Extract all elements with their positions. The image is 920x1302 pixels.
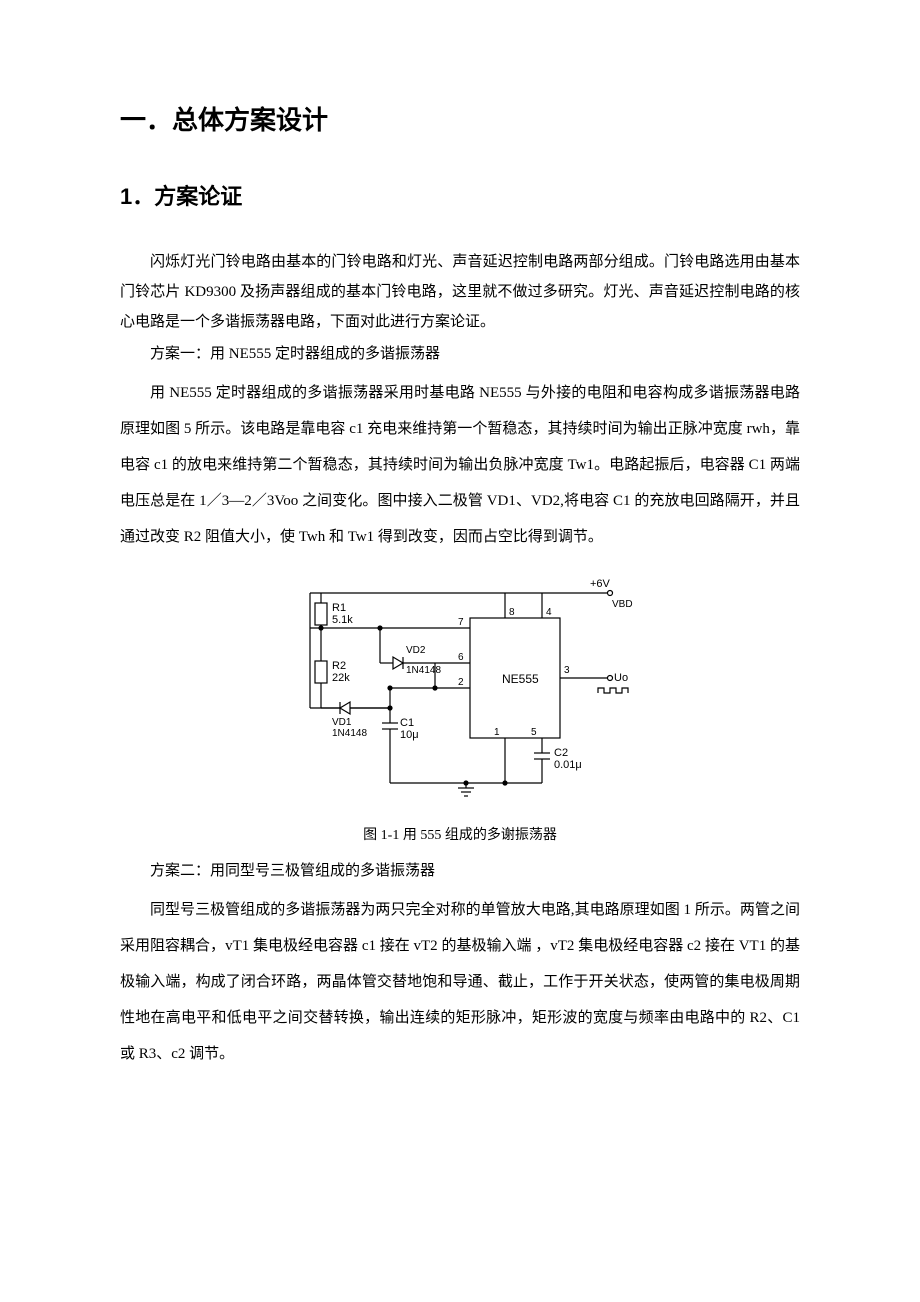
svg-text:R1: R1 bbox=[332, 602, 346, 614]
intro-paragraph: 闪烁灯光门铃电路由基本的门铃电路和灯光、声音延迟控制电路两部分组成。门铃电路选用… bbox=[120, 247, 800, 337]
section-heading: 一．总体方案设计 bbox=[120, 100, 800, 137]
svg-text:8: 8 bbox=[509, 607, 515, 618]
svg-text:2: 2 bbox=[458, 677, 464, 688]
svg-text:5: 5 bbox=[531, 727, 537, 738]
svg-text:10μ: 10μ bbox=[400, 729, 419, 741]
subsection-heading: 1．方案论证 bbox=[120, 179, 800, 211]
circuit-svg: +6V VBD NE555 8 4 7 6 2 bbox=[280, 573, 640, 803]
circuit-diagram: +6V VBD NE555 8 4 7 6 2 bbox=[260, 563, 660, 813]
svg-text:1N4148: 1N4148 bbox=[332, 728, 367, 739]
scheme2-title: 方案二：用同型号三极管组成的多谐振荡器 bbox=[120, 856, 800, 886]
svg-text:VBD: VBD bbox=[612, 599, 633, 610]
svg-text:5.1k: 5.1k bbox=[332, 614, 353, 626]
svg-text:C2: C2 bbox=[554, 747, 568, 759]
svg-text:0.01μ: 0.01μ bbox=[554, 759, 582, 771]
svg-text:1: 1 bbox=[494, 727, 500, 738]
scheme1-body: 用 NE555 定时器组成的多谐振荡器采用时基电路 NE555 与外接的电阻和电… bbox=[120, 375, 800, 555]
svg-text:6: 6 bbox=[458, 652, 464, 663]
figure-container: +6V VBD NE555 8 4 7 6 2 bbox=[120, 563, 800, 818]
svg-text:Uo: Uo bbox=[614, 672, 628, 684]
svg-text:C1: C1 bbox=[400, 717, 414, 729]
svg-text:VD2: VD2 bbox=[406, 645, 426, 656]
svg-text:VD1: VD1 bbox=[332, 717, 352, 728]
svg-text:NE555: NE555 bbox=[502, 672, 539, 686]
svg-text:7: 7 bbox=[458, 617, 464, 628]
svg-text:1N4148: 1N4148 bbox=[406, 665, 441, 676]
scheme2-body: 同型号三极管组成的多谐振荡器为两只完全对称的单管放大电路,其电路原理如图 1 所… bbox=[120, 892, 800, 1072]
svg-text:3: 3 bbox=[564, 665, 570, 676]
figure-caption: 图 1-1 用 555 组成的多谢振荡器 bbox=[120, 824, 800, 844]
svg-text:22k: 22k bbox=[332, 672, 350, 684]
svg-text:4: 4 bbox=[546, 607, 552, 618]
scheme1-title: 方案一：用 NE555 定时器组成的多谐振荡器 bbox=[120, 339, 800, 369]
svg-text:+6V: +6V bbox=[590, 578, 611, 590]
svg-text:R2: R2 bbox=[332, 660, 346, 672]
